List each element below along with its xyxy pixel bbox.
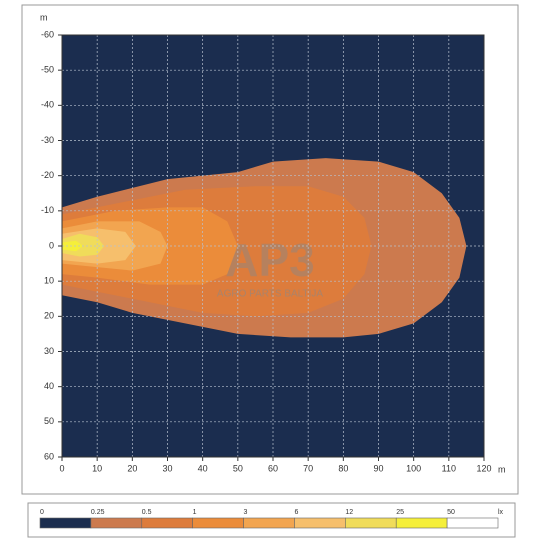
x-tick-label: 60 <box>268 463 278 473</box>
legend-swatch <box>90 517 143 529</box>
x-tick-label: 20 <box>127 463 137 473</box>
legend-label: 12 <box>345 509 353 516</box>
legend-label: 25 <box>396 509 404 516</box>
legend-swatch <box>294 517 346 529</box>
x-tick-label: 70 <box>303 463 313 473</box>
y-tick-label: -20 <box>41 170 54 180</box>
x-tick-label: 120 <box>476 463 491 473</box>
watermark-subtitle: AGRO PARTS BALTIJA <box>217 289 323 300</box>
x-tick-label: 80 <box>338 463 348 473</box>
y-tick-label: -60 <box>41 29 54 39</box>
y-tick-label: 60 <box>44 451 54 461</box>
x-unit: m <box>498 464 506 474</box>
x-tick-label: 100 <box>406 463 421 473</box>
x-tick-label: 0 <box>59 463 64 473</box>
y-tick-label: 30 <box>44 346 54 356</box>
legend-label: 0 <box>40 509 44 516</box>
x-tick-label: 30 <box>162 463 172 473</box>
y-tick-label: 50 <box>44 416 54 426</box>
y-tick-label: 0 <box>49 240 54 250</box>
y-tick-label: 10 <box>44 276 54 286</box>
legend-swatch <box>243 517 295 529</box>
legend-label: 0.25 <box>91 509 105 516</box>
legend-frame <box>27 502 516 538</box>
y-tick-label: -50 <box>41 65 54 75</box>
watermark-title: AP3 <box>225 234 314 286</box>
x-tick-label: 40 <box>198 463 208 473</box>
y-tick-label: -10 <box>41 205 54 215</box>
y-tick-label: -30 <box>41 135 54 145</box>
plot-border <box>61 34 485 458</box>
y-tick-label: -40 <box>41 100 54 110</box>
x-tick-label: 50 <box>233 463 243 473</box>
legend-swatch <box>39 517 92 529</box>
legend-label: 0.5 <box>142 509 152 516</box>
legend-swatch <box>446 517 499 529</box>
isolux-contour <box>62 240 84 252</box>
legend-unit: lx <box>498 509 504 516</box>
legend-label: 50 <box>447 509 455 516</box>
legend-label: 3 <box>244 509 248 516</box>
legend-label: 6 <box>294 509 298 516</box>
x-tick-label: 110 <box>442 463 456 473</box>
x-tick-label: 10 <box>92 463 102 473</box>
legend-swatch <box>345 517 397 529</box>
y-tick-label: 40 <box>44 381 54 391</box>
legend-swatch <box>141 517 193 529</box>
chart-frame <box>21 4 519 495</box>
legend-swatch <box>192 517 244 529</box>
y-unit: m <box>40 12 48 22</box>
legend-swatch <box>395 517 448 529</box>
x-tick-label: 90 <box>373 463 383 473</box>
legend-label: 1 <box>193 509 197 516</box>
y-tick-label: 20 <box>44 311 54 321</box>
